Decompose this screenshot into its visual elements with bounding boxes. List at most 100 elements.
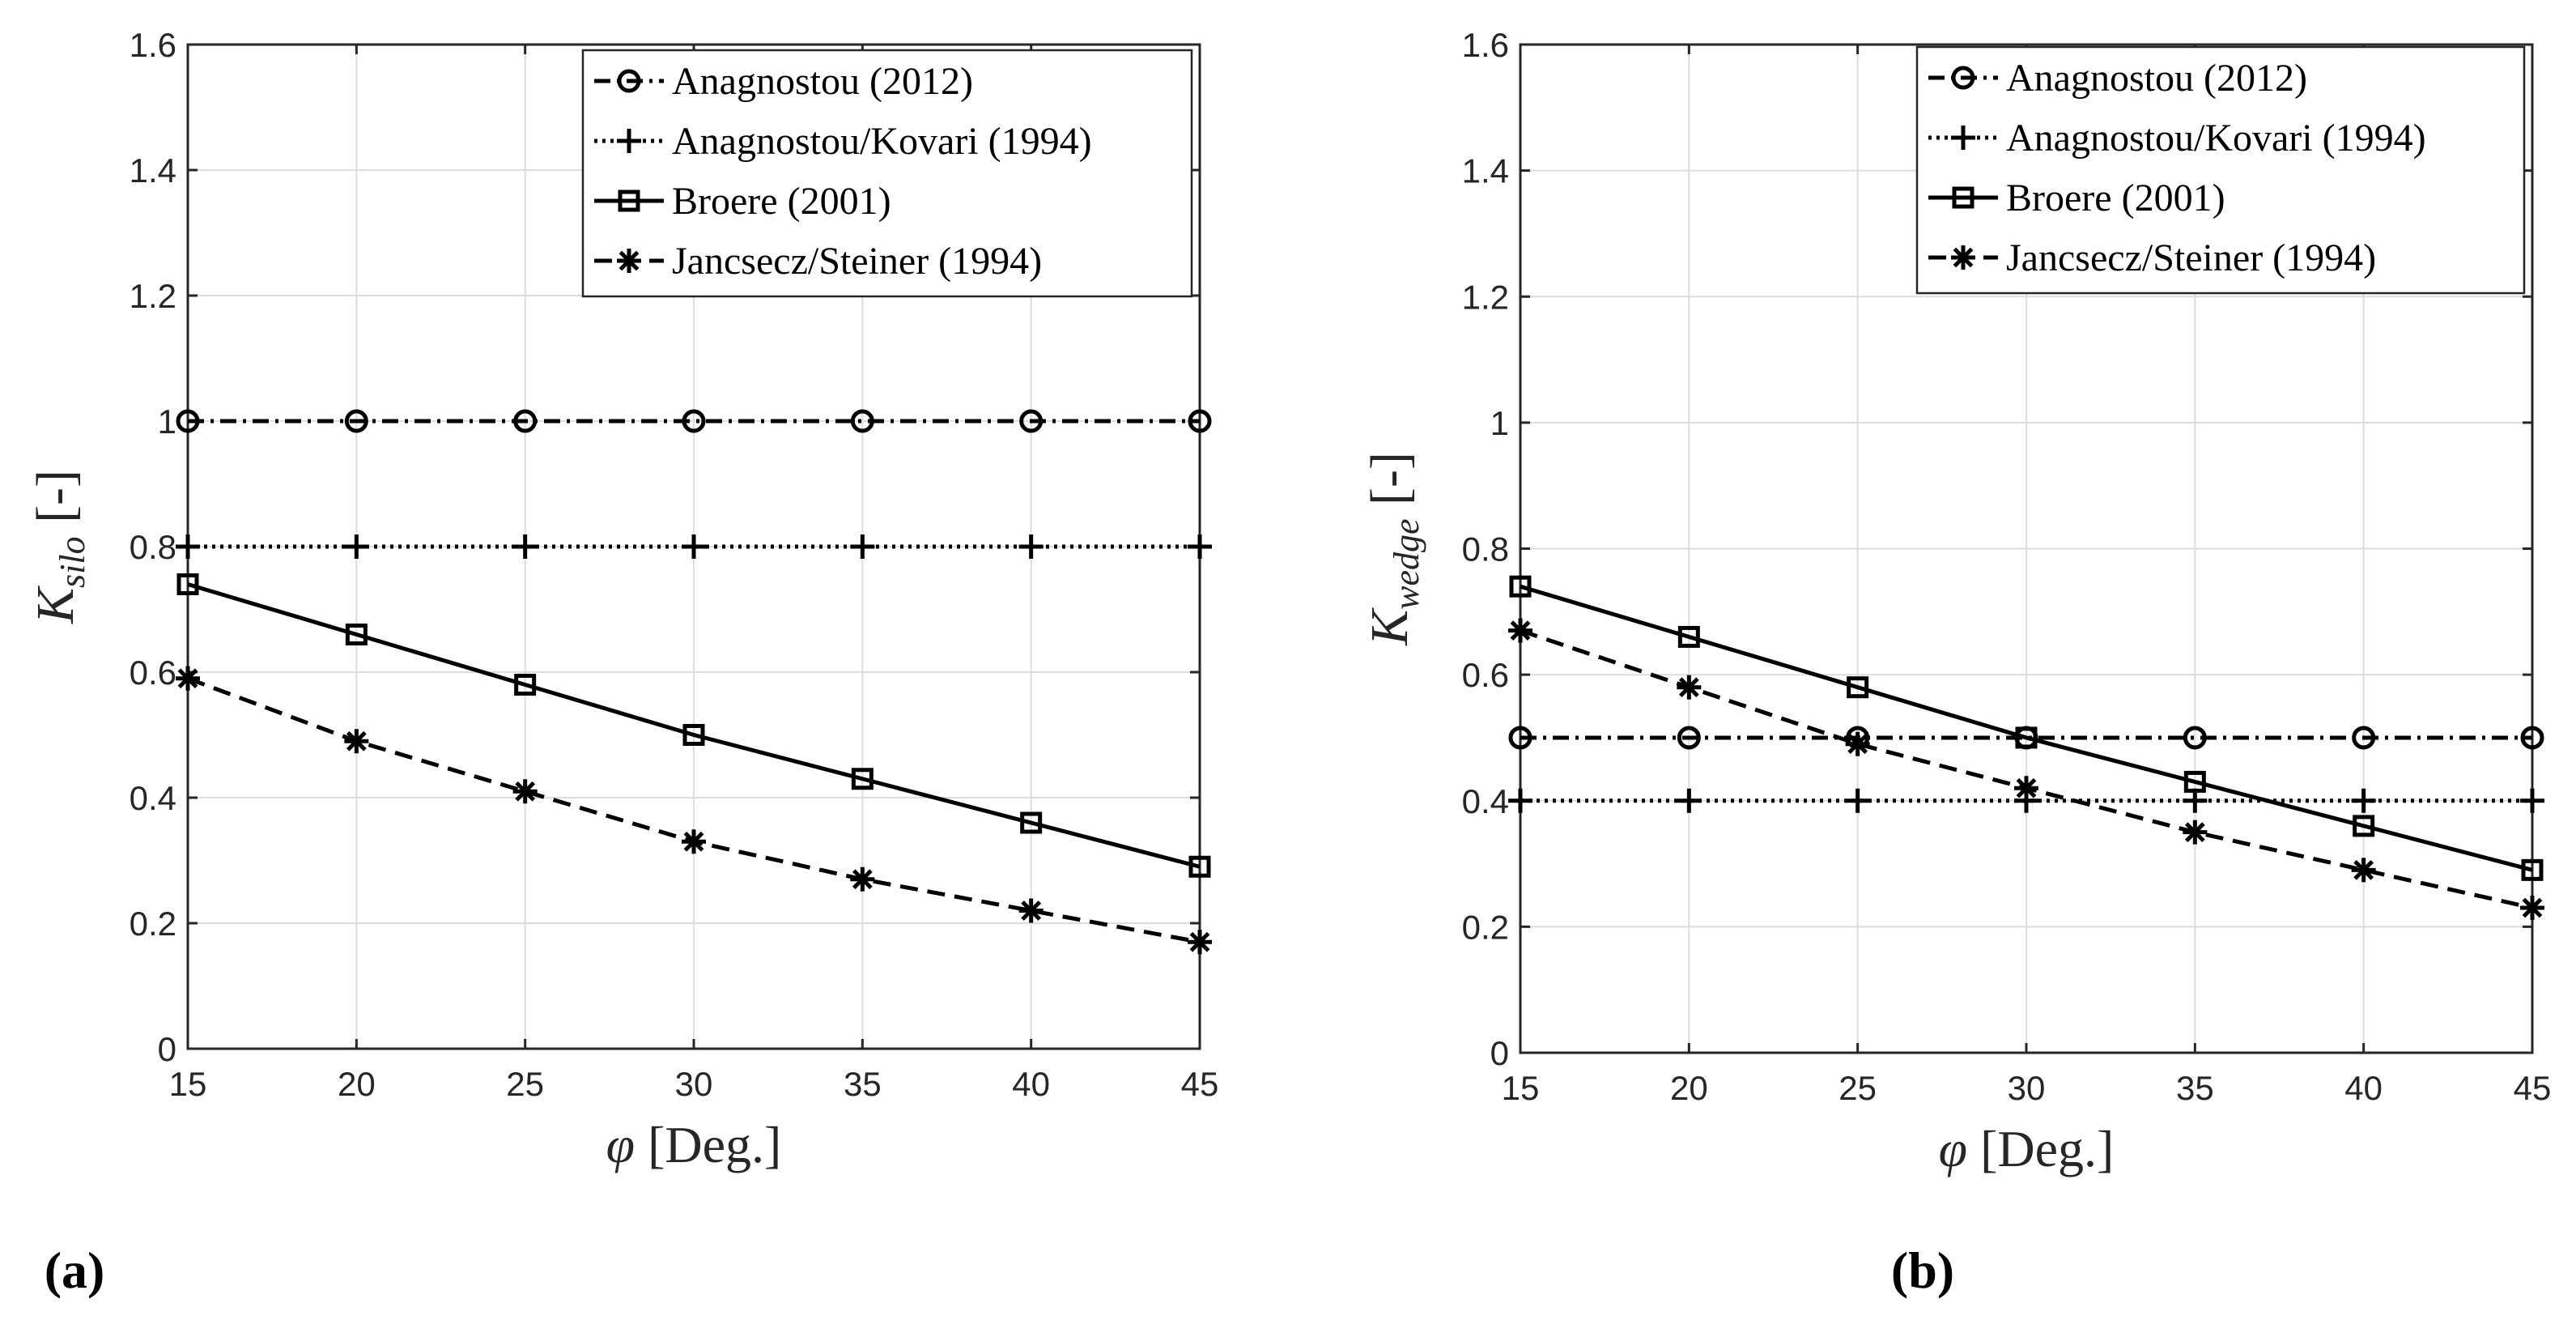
x-tick-label: 30: [2008, 1069, 2046, 1107]
data-point-s3-45: [2521, 858, 2544, 881]
y-axis-symbol: K: [26, 585, 85, 624]
data-point-s2-20: [1677, 788, 1702, 813]
data-point-s2-25: [1845, 788, 1870, 813]
data-point-s1-45: [2520, 726, 2544, 750]
x-axis-unit: [Deg.]: [1980, 1120, 2114, 1177]
x-axis-label: φ [Deg.]: [1939, 1120, 2115, 1177]
data-point-s1-35: [2183, 726, 2207, 750]
y-ticks: 0 0.2 0.4 0.6 0.8 1 1.2 1.4 1.6: [1462, 26, 2532, 1072]
y-tick-label: 0.8: [1462, 530, 1509, 568]
data-point-s1-45: [1188, 409, 1212, 433]
legend-label-2: Anagnostou/Kovari (1994): [2006, 117, 2426, 160]
series-group: [1508, 575, 2544, 921]
legend-marker-2: [1951, 126, 1975, 150]
x-tick-label: 45: [1181, 1065, 1219, 1103]
x-axis-symbol: φ: [606, 1116, 635, 1173]
data-point-s3-15: [1509, 575, 1532, 598]
y-axis-unit: [-]: [26, 470, 85, 523]
data-point-s3-40: [2353, 815, 2375, 837]
legend-label-2: Anagnostou/Kovari (1994): [672, 120, 1092, 163]
x-axis-gap: [1967, 1120, 1980, 1177]
data-point-s4-40: [2351, 858, 2376, 883]
x-tick-label: 25: [1838, 1069, 1877, 1107]
legend-marker-1: [1951, 66, 1975, 90]
data-point-s2-30: [682, 534, 706, 559]
data-point-s4-45: [2520, 896, 2544, 921]
data-point-s2-15: [1508, 788, 1532, 813]
x-tick-label: 30: [675, 1065, 713, 1103]
data-point-s3-35: [851, 768, 874, 790]
data-point-s1-15: [176, 409, 200, 433]
data-point-s3-40: [1020, 811, 1043, 834]
x-tick-label: 40: [2344, 1069, 2383, 1107]
legend-marker-2: [617, 129, 641, 153]
data-point-s4-35: [2183, 820, 2208, 845]
x-tick-label: 35: [2176, 1069, 2214, 1107]
data-point-s2-45: [2520, 788, 2544, 813]
x-tick-label: 25: [506, 1065, 544, 1103]
y-tick-label: 0: [158, 1030, 176, 1068]
legend-marker-3: [618, 189, 640, 212]
data-point-s4-15: [1508, 618, 1532, 643]
legend-marker-3: [1952, 186, 1975, 209]
data-point-s2-35: [850, 534, 875, 559]
y-tick-label: 1.2: [130, 277, 176, 315]
legend-label-1: Anagnostou (2012): [2006, 57, 2307, 100]
data-point-s2-20: [344, 534, 369, 559]
y-tick-label: 1: [158, 402, 176, 441]
data-point-s2-45: [1188, 534, 1212, 559]
y-tick-label: 1: [1490, 404, 1509, 442]
x-tick-label: 20: [338, 1065, 376, 1103]
y-tick-label: 1.6: [130, 26, 176, 64]
data-point-s1-25: [513, 409, 538, 433]
y-tick-label: 1.4: [1462, 152, 1509, 190]
panel-label-a: (a): [45, 1241, 105, 1299]
panel-b: 15 20 25 30 35 40 45 0 0.2 0.4 0.6 0.8 1 1.2 1.4 1.6 φ […: [1360, 26, 2551, 1299]
legend-marker-4: [617, 249, 641, 273]
data-point-s4-30: [2014, 776, 2038, 801]
data-point-s2-40: [2351, 788, 2376, 813]
panel-a: 15 20 25 30 35 40 45 0 0.2 0.4 0.6 0.8 1 1.2 1.4 1.6 φ […: [26, 26, 1218, 1299]
y-tick-label: 1.2: [1462, 278, 1509, 316]
data-point-s1-20: [1677, 726, 1701, 750]
y-tick-label: 0: [1490, 1034, 1509, 1072]
data-point-s1-15: [1508, 726, 1532, 750]
data-point-s1-35: [850, 409, 874, 433]
data-point-s4-40: [1018, 898, 1044, 923]
y-tick-label: 0.4: [130, 779, 176, 817]
legend-marker-4: [1951, 245, 1975, 270]
legend: Anagnostou (2012) Anagnostou/Kovari (1994…: [1915, 45, 2526, 295]
x-tick-label: 15: [1502, 1069, 1540, 1107]
y-tick-label: 0.6: [130, 654, 176, 692]
data-point-s4-25: [512, 779, 538, 804]
legend-label-3: Broere (2001): [2006, 177, 2225, 219]
y-axis-unit: [-]: [1360, 452, 1419, 505]
y-axis-symbol: K: [1360, 607, 1419, 646]
data-point-s3-45: [1188, 855, 1211, 878]
y-axis-label: Ksilo [-]: [26, 470, 92, 624]
data-point-s1-30: [682, 409, 706, 433]
y-tick-label: 0.8: [130, 528, 176, 566]
legend-label-4: Jancsecz/Steiner (1994): [672, 240, 1042, 283]
x-tick-label: 15: [169, 1065, 207, 1103]
y-axis-subscript: silo: [53, 536, 92, 588]
legend-marker-1: [617, 69, 641, 93]
data-point-s3-20: [345, 624, 368, 645]
y-axis-gap: [26, 523, 85, 537]
x-tick-label: 35: [844, 1065, 882, 1103]
data-point-s1-40: [2352, 726, 2376, 750]
y-axis-subscript: wedge: [1387, 519, 1426, 610]
series-line-3: [187, 582, 1201, 869]
x-tick-label: 45: [2514, 1069, 2552, 1107]
x-tick-label: 40: [1012, 1065, 1050, 1103]
x-axis-symbol: φ: [1939, 1120, 1967, 1177]
data-point-s3-30: [682, 724, 705, 746]
data-point-s3-20: [1677, 625, 1700, 648]
data-point-s3-35: [2183, 770, 2206, 793]
y-tick-label: 0.2: [1462, 908, 1509, 946]
y-tick-label: 0.2: [130, 905, 176, 943]
legend-box: [1915, 45, 2526, 295]
data-point-s3-25: [1847, 676, 1869, 699]
data-point-s3-25: [514, 674, 537, 696]
